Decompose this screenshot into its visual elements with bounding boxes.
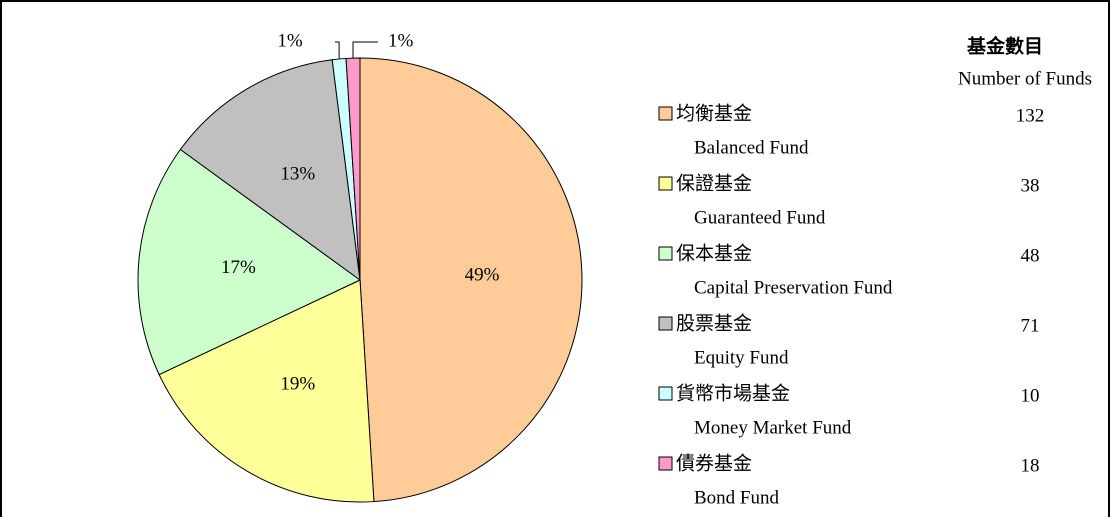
legend-label: 股票基金 [676, 313, 752, 335]
legend-label-en: Capital Preservation Fund [694, 277, 893, 298]
legend-count: 18 [1021, 455, 1040, 476]
legend-count: 10 [1021, 385, 1040, 406]
legend-swatch [658, 386, 673, 401]
slice-label: 19% [280, 373, 315, 394]
legend-label: 保本基金 [676, 243, 752, 265]
pie-slice [179, 59, 361, 282]
legend-swatch [658, 106, 673, 121]
legend-label: 均衡基金 [676, 103, 752, 125]
pie-slice [158, 279, 375, 503]
legend-count: 71 [1021, 315, 1040, 336]
legend-label-en: Bond Fund [694, 487, 779, 508]
legend-title: 基金數目 [966, 35, 1043, 58]
legend-label-en: Equity Fund [694, 347, 789, 368]
slice-label: 49% [465, 265, 500, 286]
legend-count: 48 [1021, 245, 1040, 266]
slice-label: 17% [221, 257, 256, 278]
legend-swatch [658, 176, 673, 191]
legend-swatch [658, 316, 673, 331]
pie-slice [137, 148, 361, 376]
pie-slice [345, 57, 361, 281]
legend-label: 債券基金 [676, 453, 752, 475]
leader-line [352, 41, 378, 59]
legend-label-en: Guaranteed Fund [694, 207, 826, 228]
legend-label-en: Balanced Fund [694, 137, 809, 158]
slice-label: 13% [280, 163, 315, 184]
legend-label: 貨幣市場基金 [676, 383, 790, 405]
legend-swatch [658, 246, 673, 261]
legend-swatch [658, 456, 673, 471]
legend-label: 保證基金 [676, 173, 752, 195]
slice-label: 1% [277, 30, 303, 51]
legend-label-en: Money Market Fund [694, 417, 852, 438]
slice-label: 1% [388, 30, 414, 51]
legend-count: 132 [1016, 105, 1045, 126]
legend-count: 38 [1021, 175, 1040, 196]
leader-line [335, 41, 340, 59]
legend-subtitle: Number of Funds [958, 68, 1092, 89]
pie-slice [359, 57, 583, 503]
